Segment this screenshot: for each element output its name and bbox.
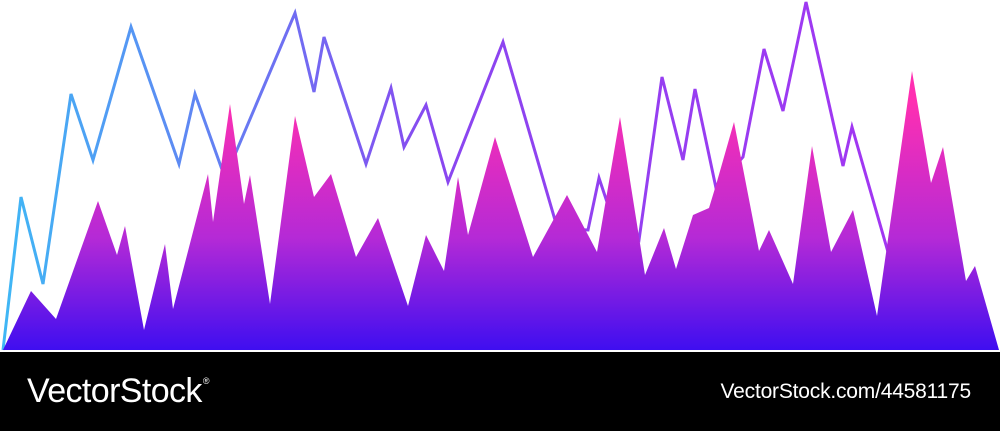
chart-svg — [1, 1, 999, 351]
chart-area — [1, 1, 999, 351]
brand-name: VectorStock — [27, 372, 202, 410]
stock-id-label: VectorStock.com/44581175 — [720, 380, 972, 403]
series-line-outline — [1, 1, 890, 351]
registered-mark: ® — [202, 376, 210, 386]
watermark-footer: VectorStock® VectorStock.com/44581175 — [0, 352, 1000, 431]
chart-marks — [1, 1, 999, 351]
brand-logo: VectorStock® — [27, 372, 209, 411]
series-area-fill — [3, 71, 999, 350]
